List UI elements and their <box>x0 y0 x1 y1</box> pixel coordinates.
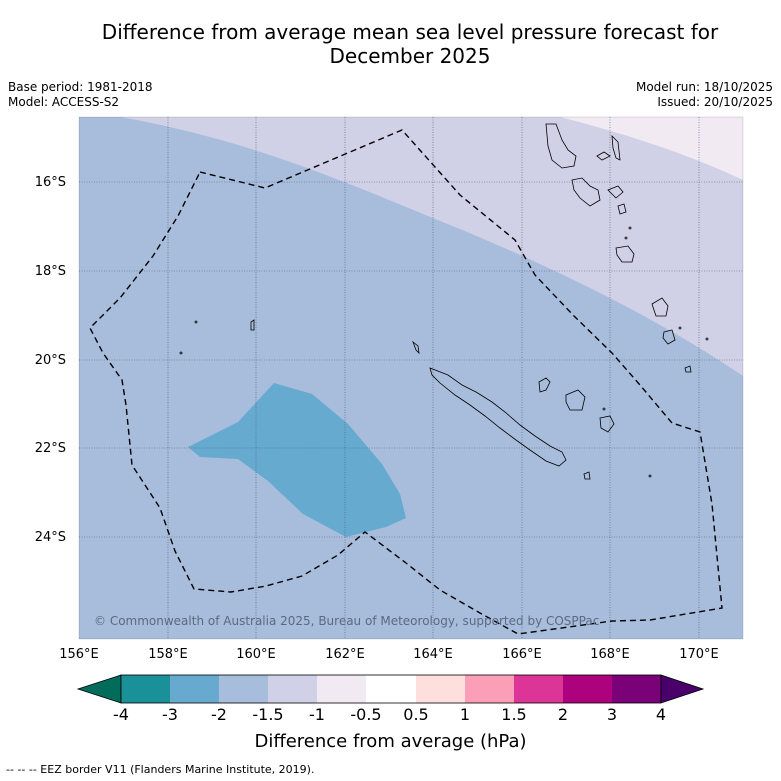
model-run: Model run: 18/10/2025 <box>635 80 773 94</box>
colorbar-tick: -1 <box>309 705 325 724</box>
small-island-2 <box>179 351 183 355</box>
base-period: Base period: 1981-2018 <box>8 80 153 94</box>
metadata-left: Base period: 1981-2018 Model: ACCESS-S2 <box>8 80 153 110</box>
small-island-3 <box>648 474 652 478</box>
issued-date: Issued: 20/10/2025 <box>657 95 773 109</box>
pentecost <box>596 151 611 161</box>
small-island-4 <box>602 407 606 411</box>
eez-legend-note: -- -- -- EEZ border V11 (Flanders Marine… <box>6 763 315 776</box>
aneityum <box>684 365 692 373</box>
chesterfield <box>250 319 255 331</box>
colorbar-tick: -4 <box>113 705 129 724</box>
anomaly-region-minus3 <box>188 383 406 537</box>
lat-label-22s: 22°S <box>34 441 66 456</box>
mare <box>599 415 615 433</box>
model-name: Model: ACCESS-S2 <box>8 95 120 109</box>
colorbar-tick: -0.5 <box>350 705 382 724</box>
belep-islands <box>412 340 420 355</box>
colorbar-tick: -2 <box>211 705 227 724</box>
colorbar-tick: 2 <box>557 705 569 724</box>
chart-title: Difference from average mean sea level p… <box>0 20 781 68</box>
small-island-5 <box>678 326 682 330</box>
lon-label-158e: 158°E <box>148 647 188 662</box>
small-island-6 <box>705 337 709 341</box>
colorbar-tick: -3 <box>162 705 178 724</box>
colorbar-tick: 0.5 <box>403 705 429 724</box>
title-line-1: Difference from average mean sea level p… <box>101 20 719 44</box>
ambrym <box>607 185 624 199</box>
lon-label-164e: 164°E <box>413 647 453 662</box>
lon-label-162e: 162°E <box>325 647 365 662</box>
colorbar-tick: -1.5 <box>252 705 284 724</box>
efate <box>615 245 635 263</box>
small-island-8 <box>624 236 628 240</box>
colorbar-low-extend <box>76 674 122 704</box>
colorbar-bin-9 <box>514 675 563 703</box>
colorbar-bin-6 <box>366 675 416 703</box>
anomaly-region-minus1 <box>560 117 743 180</box>
malekula <box>571 177 601 207</box>
lifou <box>565 389 586 411</box>
colorbar-bin-2 <box>170 675 219 703</box>
lon-label-160e: 160°E <box>236 647 276 662</box>
lon-label-156e: 156°E <box>59 647 99 662</box>
graticule <box>79 117 743 639</box>
lon-label-168e: 168°E <box>590 647 630 662</box>
colorbar-tick: 4 <box>655 705 667 724</box>
title-line-2: December 2025 <box>329 44 491 68</box>
lon-label-166e: 166°E <box>502 647 542 662</box>
new-caledonia <box>429 367 567 467</box>
lat-label-16s: 16°S <box>34 175 66 190</box>
lat-label-20s: 20°S <box>34 353 66 368</box>
colorbar-bin-8 <box>465 675 514 703</box>
landmasses <box>179 123 709 480</box>
colorbar-title: Difference from average (hPa) <box>254 731 527 752</box>
lat-label-18s: 18°S <box>34 264 66 279</box>
ouvea <box>538 377 551 393</box>
colorbar-bin-4 <box>268 675 317 703</box>
eez-border <box>89 129 723 635</box>
colorbar-bin-7 <box>416 675 465 703</box>
colorbar-high-extend <box>660 674 705 704</box>
colorbar-tick: 1 <box>459 705 471 724</box>
lon-label-170e: 170°E <box>679 647 719 662</box>
map-plot-area <box>79 117 743 639</box>
tanna <box>662 329 676 345</box>
metadata-right: Model run: 18/10/2025 Issued: 20/10/2025 <box>636 80 773 110</box>
espiritu-santo <box>545 123 577 169</box>
erromango <box>651 297 669 317</box>
maewo <box>611 134 621 161</box>
lat-label-24s: 24°S <box>34 530 66 545</box>
small-island-7 <box>628 226 632 230</box>
colorbar-bin-11 <box>612 675 661 703</box>
map-frame <box>78 116 744 640</box>
colorbar-bin-3 <box>219 675 268 703</box>
isle-of-pines <box>583 471 591 480</box>
colorbar-bin-1 <box>121 675 170 703</box>
colorbar <box>76 674 705 704</box>
epi <box>617 203 627 215</box>
colorbar-tick: 1.5 <box>501 705 527 724</box>
colorbar-tick: 3 <box>606 705 618 724</box>
colorbar-bin-10 <box>563 675 612 703</box>
small-island-1 <box>194 320 198 324</box>
colorbar-bin-5 <box>317 675 366 703</box>
colorbar-frame <box>120 674 662 704</box>
copyright-notice: © Commonwealth of Australia 2025, Bureau… <box>94 614 600 628</box>
